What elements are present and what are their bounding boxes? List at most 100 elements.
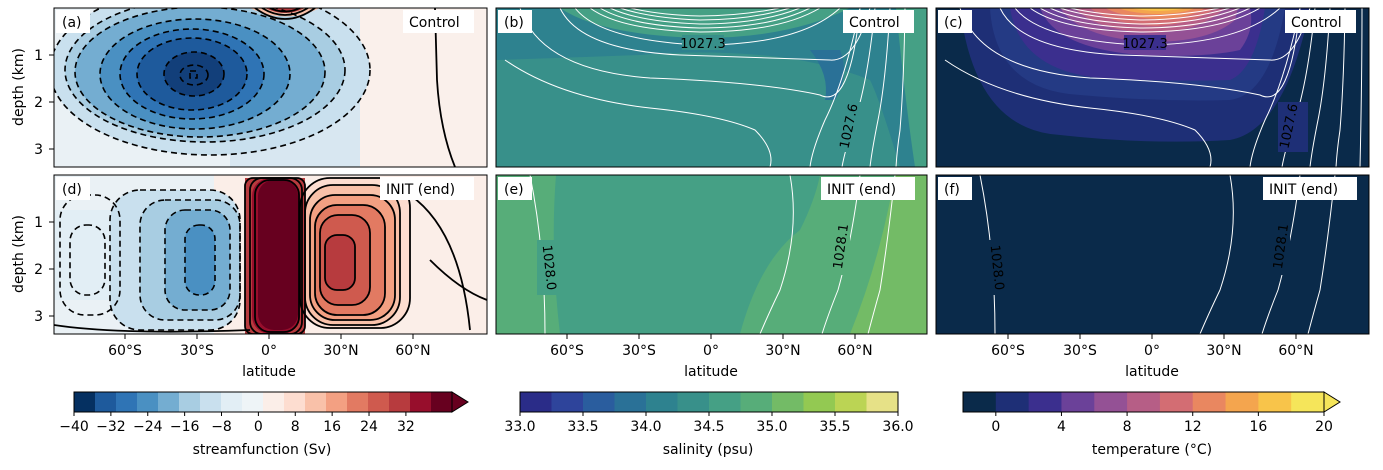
contour-label-e2: 1028.1 [831,223,852,270]
panel-b [496,8,927,167]
panel-tag-a: (a) [62,15,82,31]
panel-title-b: Control [849,15,900,31]
colorbar-streamfunction-swatch [305,392,327,412]
colorbar-salinity-swatch [803,392,836,412]
panel-tag-e: (e) [504,182,524,198]
colorbar-salinity-tick-label: 33.5 [567,419,598,435]
colorbar-salinity-tick-label: 34.0 [630,419,661,435]
colorbar-streamfunction-swatch [74,392,96,412]
colorbar-streamfunction-swatch [347,392,369,412]
colorbar-salinity-tick-label: 35.0 [756,419,787,435]
xtick-e-1: 60°S [550,343,584,359]
colorbar-streamfunction-swatch [389,392,411,412]
x-axes: 60°S 30°S 0° 30°N 60°N 60°S 30°S 0° 30°N… [108,334,1314,380]
colorbar-salinity-swatch [677,392,710,412]
colorbar-label-streamfunction: streamfunction (Sv) [193,442,332,458]
colorbar-streamfunction-swatch [242,392,264,412]
xtick-e-3: 0° [703,343,719,359]
colorbar-salinity-swatch [740,392,773,412]
panel-e [496,175,927,334]
colorbar-salinity-swatch [772,392,804,412]
colorbar-salinity-swatch [835,392,867,412]
panel-tag-c: (c) [944,15,963,31]
colorbar-temperature-swatch [1028,392,1062,412]
colorbar-streamfunction-tick-label: 24 [360,419,378,435]
colorbar-streamfunction-frame [73,391,453,413]
colorbar-streamfunction-tick-label: 16 [323,419,341,435]
colorbar-streamfunction-swatch [410,392,432,412]
colorbar-temperature-swatch [1258,392,1292,412]
colorbar-salinity-swatch [646,392,678,412]
ytick-bottom-1: 1 [34,215,43,231]
xtick-f-5: 60°N [1278,343,1313,359]
colorbar-streamfunction-swatch [221,392,243,412]
colorbar-streamfunction-tick-label: −16 [170,419,200,435]
panel-title-e: INIT (end) [827,182,896,198]
colorbar-temperature-swatch [995,392,1030,412]
xtick-f-4: 30°N [1206,343,1241,359]
xtick-d-4: 30°N [323,343,358,359]
xtick-f-1: 60°S [991,343,1025,359]
panel-f [936,175,1369,334]
colorbar-streamfunction-swatch [179,392,201,412]
colorbar-temperature: 0 4 8 12 16 20 [962,391,1341,435]
colorbar-temperature-swatch [1127,392,1161,412]
colorbar-temperature-extend-arrow [1323,391,1341,413]
panel-title-a: Control [409,15,460,31]
x-axis-label-f: latitude [1125,364,1179,380]
colorbar-temperature-tick-label: 4 [1057,419,1066,435]
colorbar-streamfunction-tick-label: −24 [133,419,163,435]
ytick-bottom-3: 3 [34,309,43,325]
colorbar-salinity-swatch [583,392,615,412]
panel-title-f: INIT (end) [1269,182,1338,198]
xtick-f-3: 0° [1144,343,1160,359]
colorbar-streamfunction-swatch [431,392,453,412]
panel-tag-d: (d) [62,182,82,198]
colorbar-streamfunction-swatch [326,392,348,412]
colorbar-temperature-tick-label: 12 [1184,419,1202,435]
ytick-bottom-2: 2 [34,262,43,278]
colorbar-streamfunction-tick-label: −8 [211,419,232,435]
ytick-top-2: 2 [34,95,43,111]
xtick-f-2: 30°S [1063,343,1097,359]
colorbar-salinity-swatch [614,392,647,412]
colorbar-temperature-swatch [963,392,997,412]
y-axes: depth (km) depth (km) 1 2 3 1 2 3 [11,48,54,325]
colorbar-streamfunction-swatch [284,392,306,412]
ytick-top-1: 1 [34,48,43,64]
contour-label-e1: 1028.0 [539,244,559,291]
colorbar-temperature-tick-label: 0 [991,419,1000,435]
colorbar-temperature-swatch [1225,392,1259,412]
panel-title-d: INIT (end) [386,182,455,198]
colorbar-salinity-swatch [520,392,552,412]
colorbar-streamfunction-tick-label: 0 [254,419,263,435]
xtick-d-1: 60°S [108,343,142,359]
x-axis-label-d: latitude [242,364,296,380]
colorbar-temperature-swatch [1159,392,1194,412]
colorbar-salinity-tick-label: 35.5 [819,419,850,435]
panel-c [936,8,1369,167]
colorbar-label-salinity: salinity (psu) [663,442,754,458]
colorbar-salinity-tick-label: 33.0 [504,419,535,435]
colorbar-streamfunction-tick-label: −32 [96,419,126,435]
colorbar-temperature-frame [962,391,1325,413]
panel-d [54,175,487,334]
xtick-d-5: 60°N [395,343,430,359]
panel-tag-b: (b) [504,15,524,31]
panel-a [54,8,487,167]
colorbar-streamfunction-tick-label: 8 [291,419,300,435]
colorbar-salinity-tick-label: 36.0 [882,419,913,435]
contour-label-b1: 1027.3 [680,37,726,52]
colorbar-salinity-swatch [551,392,584,412]
colorbar-streamfunction: −40 −32 −24 −16 −8 0 8 16 24 32 [59,391,469,435]
colorbar-streamfunction-swatch [116,392,138,412]
colorbar-temperature-tick-label: 20 [1315,419,1333,435]
contour-label-f1: 1028.0 [987,244,1007,291]
panel-title-c: Control [1291,15,1342,31]
colorbar-streamfunction-swatch [200,392,222,412]
colorbar-label-temperature: temperature (°C) [1092,442,1212,458]
x-axis-label-e: latitude [684,364,738,380]
colorbar-salinity-tick-label: 34.5 [693,419,724,435]
colorbar-temperature-swatch [1061,392,1095,412]
